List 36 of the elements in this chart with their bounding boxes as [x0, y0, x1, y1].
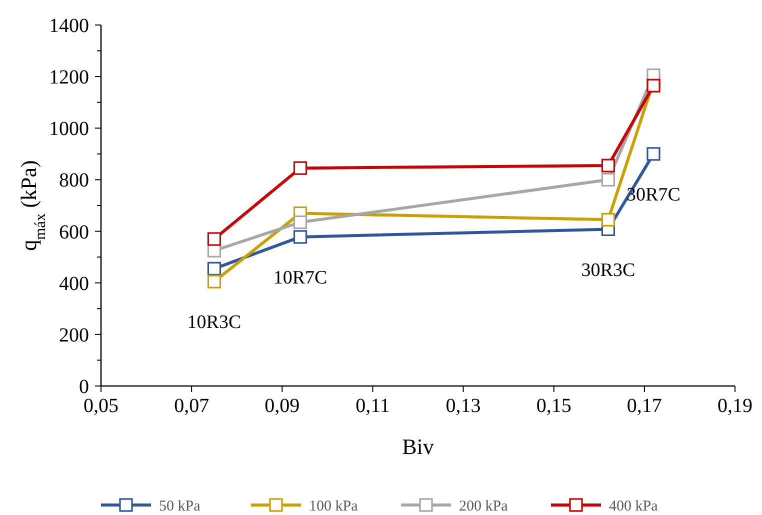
point [646, 147, 660, 161]
legend-label: 100 kPa [309, 498, 358, 514]
point [293, 161, 308, 175]
x-tick-label: 0,11 [356, 395, 390, 417]
annotation: 30R3C [581, 260, 636, 281]
x-tick-label: 0,15 [536, 395, 572, 417]
annotation: 10R7C [273, 268, 328, 289]
y-tick-label: 1400 [49, 15, 89, 37]
y-tick-label: 600 [59, 221, 89, 244]
x-axis-title: Biv [402, 434, 434, 459]
legend-label: 200 kPa [459, 498, 508, 514]
legend-label: 50 kPa [159, 498, 201, 514]
point [207, 274, 222, 288]
x-tick-label: 0,17 [626, 395, 662, 417]
y-tick-label: 1200 [49, 66, 89, 89]
x-tick-label: 0,07 [174, 395, 210, 417]
point [293, 230, 308, 244]
legend-label: 400 kPa [609, 498, 658, 514]
annotation: 10R3C [187, 312, 242, 334]
y-tick-label: 200 [59, 324, 89, 346]
y-tick-label: 1000 [49, 118, 89, 140]
x-tick-label: 0,13 [446, 395, 481, 417]
y-tick-label: 800 [59, 170, 89, 192]
point [601, 158, 615, 172]
x-tick-label: 0,09 [264, 395, 300, 417]
point [207, 232, 222, 246]
point [601, 172, 615, 187]
annotation: 30R7C [626, 184, 680, 206]
point [601, 212, 615, 226]
point [293, 215, 308, 230]
x-tick-label: 0,19 [718, 395, 752, 417]
point [646, 78, 660, 92]
y-tick-label: 0 [79, 376, 89, 398]
point [207, 262, 222, 276]
y-tick-label: 400 [59, 272, 89, 295]
x-tick-label: 0,05 [84, 395, 118, 417]
